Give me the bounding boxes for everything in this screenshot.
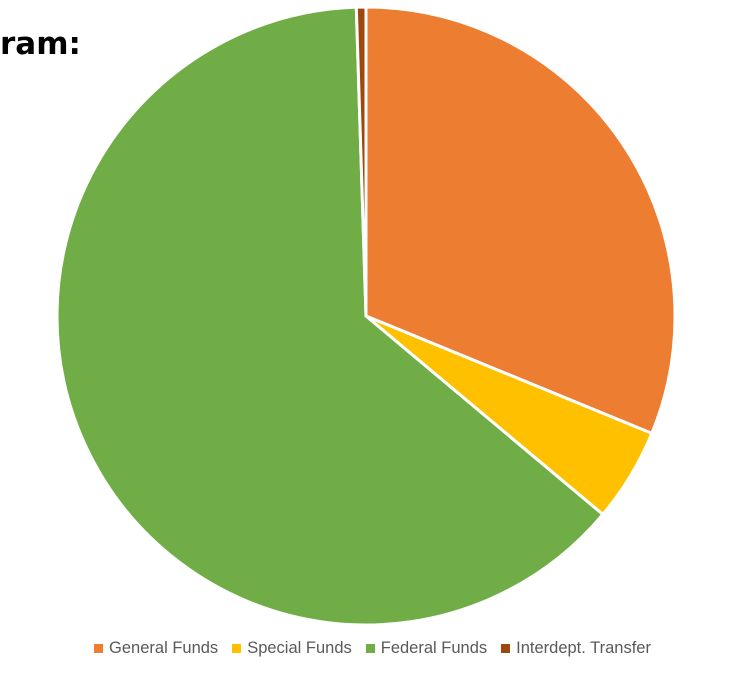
legend-item-special-funds: Special Funds xyxy=(232,639,352,658)
legend-swatch xyxy=(94,644,104,653)
legend-swatch xyxy=(232,644,242,653)
legend-item-general-funds: General Funds xyxy=(94,639,218,658)
chart-title: ram: xyxy=(0,26,81,62)
legend-label: Federal Funds xyxy=(380,639,488,657)
pie-slice-general-funds xyxy=(364,5,677,435)
pie-slices xyxy=(55,5,677,627)
legend-label: General Funds xyxy=(109,639,219,657)
pie-slice-federal-funds xyxy=(55,5,605,627)
legend-swatch xyxy=(501,644,511,653)
legend-item-interdept-transfer: Interdept. Transfer xyxy=(501,639,651,658)
pie-slice-interdept-transfer xyxy=(354,5,368,318)
legend-item-federal-funds: Federal Funds xyxy=(365,639,488,658)
legend: General Funds Special Funds Federal Funds I… xyxy=(0,639,745,658)
legend-label: Interdept. Transfer xyxy=(516,639,651,657)
legend-label: Special Funds xyxy=(247,639,352,657)
legend-swatch xyxy=(365,644,375,653)
